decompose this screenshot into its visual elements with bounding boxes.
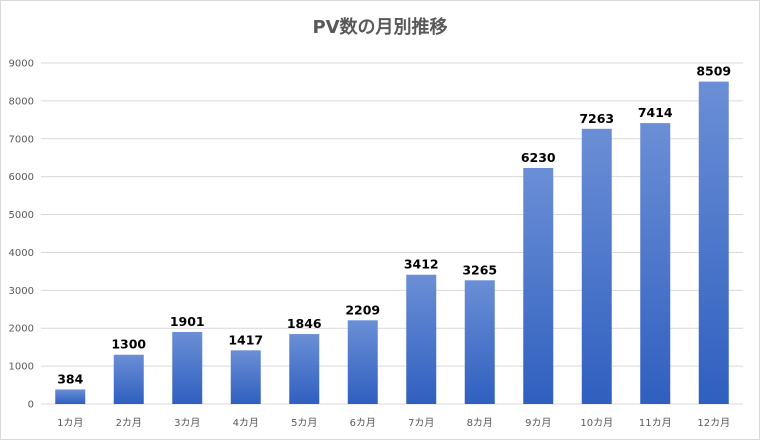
data-label: 384 — [57, 371, 83, 386]
bar — [113, 354, 144, 404]
data-label: 3412 — [404, 257, 439, 272]
y-tick-label: 4000 — [9, 248, 34, 259]
x-tick-label: 9カ月 — [525, 417, 551, 429]
bar — [230, 350, 261, 404]
x-tick-label: 1カ月 — [57, 417, 83, 429]
x-tick-label: 3カ月 — [174, 417, 200, 429]
bar — [172, 331, 203, 404]
data-label: 7414 — [638, 105, 673, 120]
bar — [406, 274, 437, 404]
x-tick-label: 6カ月 — [350, 417, 376, 429]
bars — [55, 81, 729, 405]
data-labels: 384 1300 1901 1417 1846 2209 3412 3265 6230 7263 7… — [57, 64, 731, 387]
y-tick-label: 5000 — [9, 210, 34, 221]
data-label: 8509 — [696, 64, 731, 79]
bar — [289, 334, 320, 404]
bar — [523, 167, 554, 404]
data-label: 1846 — [287, 316, 322, 331]
x-tick-label: 7カ月 — [408, 417, 434, 429]
data-label: 3265 — [462, 262, 497, 277]
x-tick-label: 11カ月 — [639, 417, 672, 429]
bar — [347, 320, 378, 404]
x-tick-label: 12カ月 — [697, 417, 730, 429]
y-tick-label: 1000 — [9, 362, 34, 373]
y-tick-label: 8000 — [9, 96, 34, 107]
x-tick-label: 2カ月 — [116, 417, 142, 429]
x-tick-label: 4カ月 — [233, 417, 259, 429]
y-tick-label: 9000 — [9, 59, 34, 70]
bar — [464, 280, 495, 404]
data-label: 7263 — [579, 111, 614, 126]
gridlines — [41, 62, 743, 405]
x-tick-label: 10カ月 — [580, 417, 613, 429]
y-tick-label: 3000 — [9, 286, 34, 297]
y-tick-label: 7000 — [9, 134, 34, 145]
y-tick-label: 2000 — [9, 324, 34, 335]
x-tick-label: 5カ月 — [291, 417, 317, 429]
x-tick-label: 8カ月 — [467, 417, 493, 429]
data-label: 6230 — [521, 150, 556, 165]
bar — [698, 81, 729, 404]
data-label: 1417 — [228, 332, 263, 347]
data-label: 1901 — [170, 314, 205, 329]
data-label: 1300 — [111, 337, 146, 352]
y-tick-label: 0 — [28, 400, 34, 411]
bar — [640, 123, 671, 405]
chart-title: PV数の月別推移 — [312, 17, 448, 38]
bar — [581, 128, 612, 405]
data-label: 2209 — [345, 302, 380, 317]
y-tick-label: 6000 — [9, 172, 34, 183]
x-axis: 1カ月 2カ月 3カ月 4カ月 5カ月 6カ月 7カ月 8カ月 9カ月 10カ月 11カ月 12カ月 — [57, 417, 730, 429]
y-axis: 0 1000 2000 3000 4000 5000 6000 7000 8000 9000 — [9, 59, 34, 411]
bar — [55, 389, 86, 404]
